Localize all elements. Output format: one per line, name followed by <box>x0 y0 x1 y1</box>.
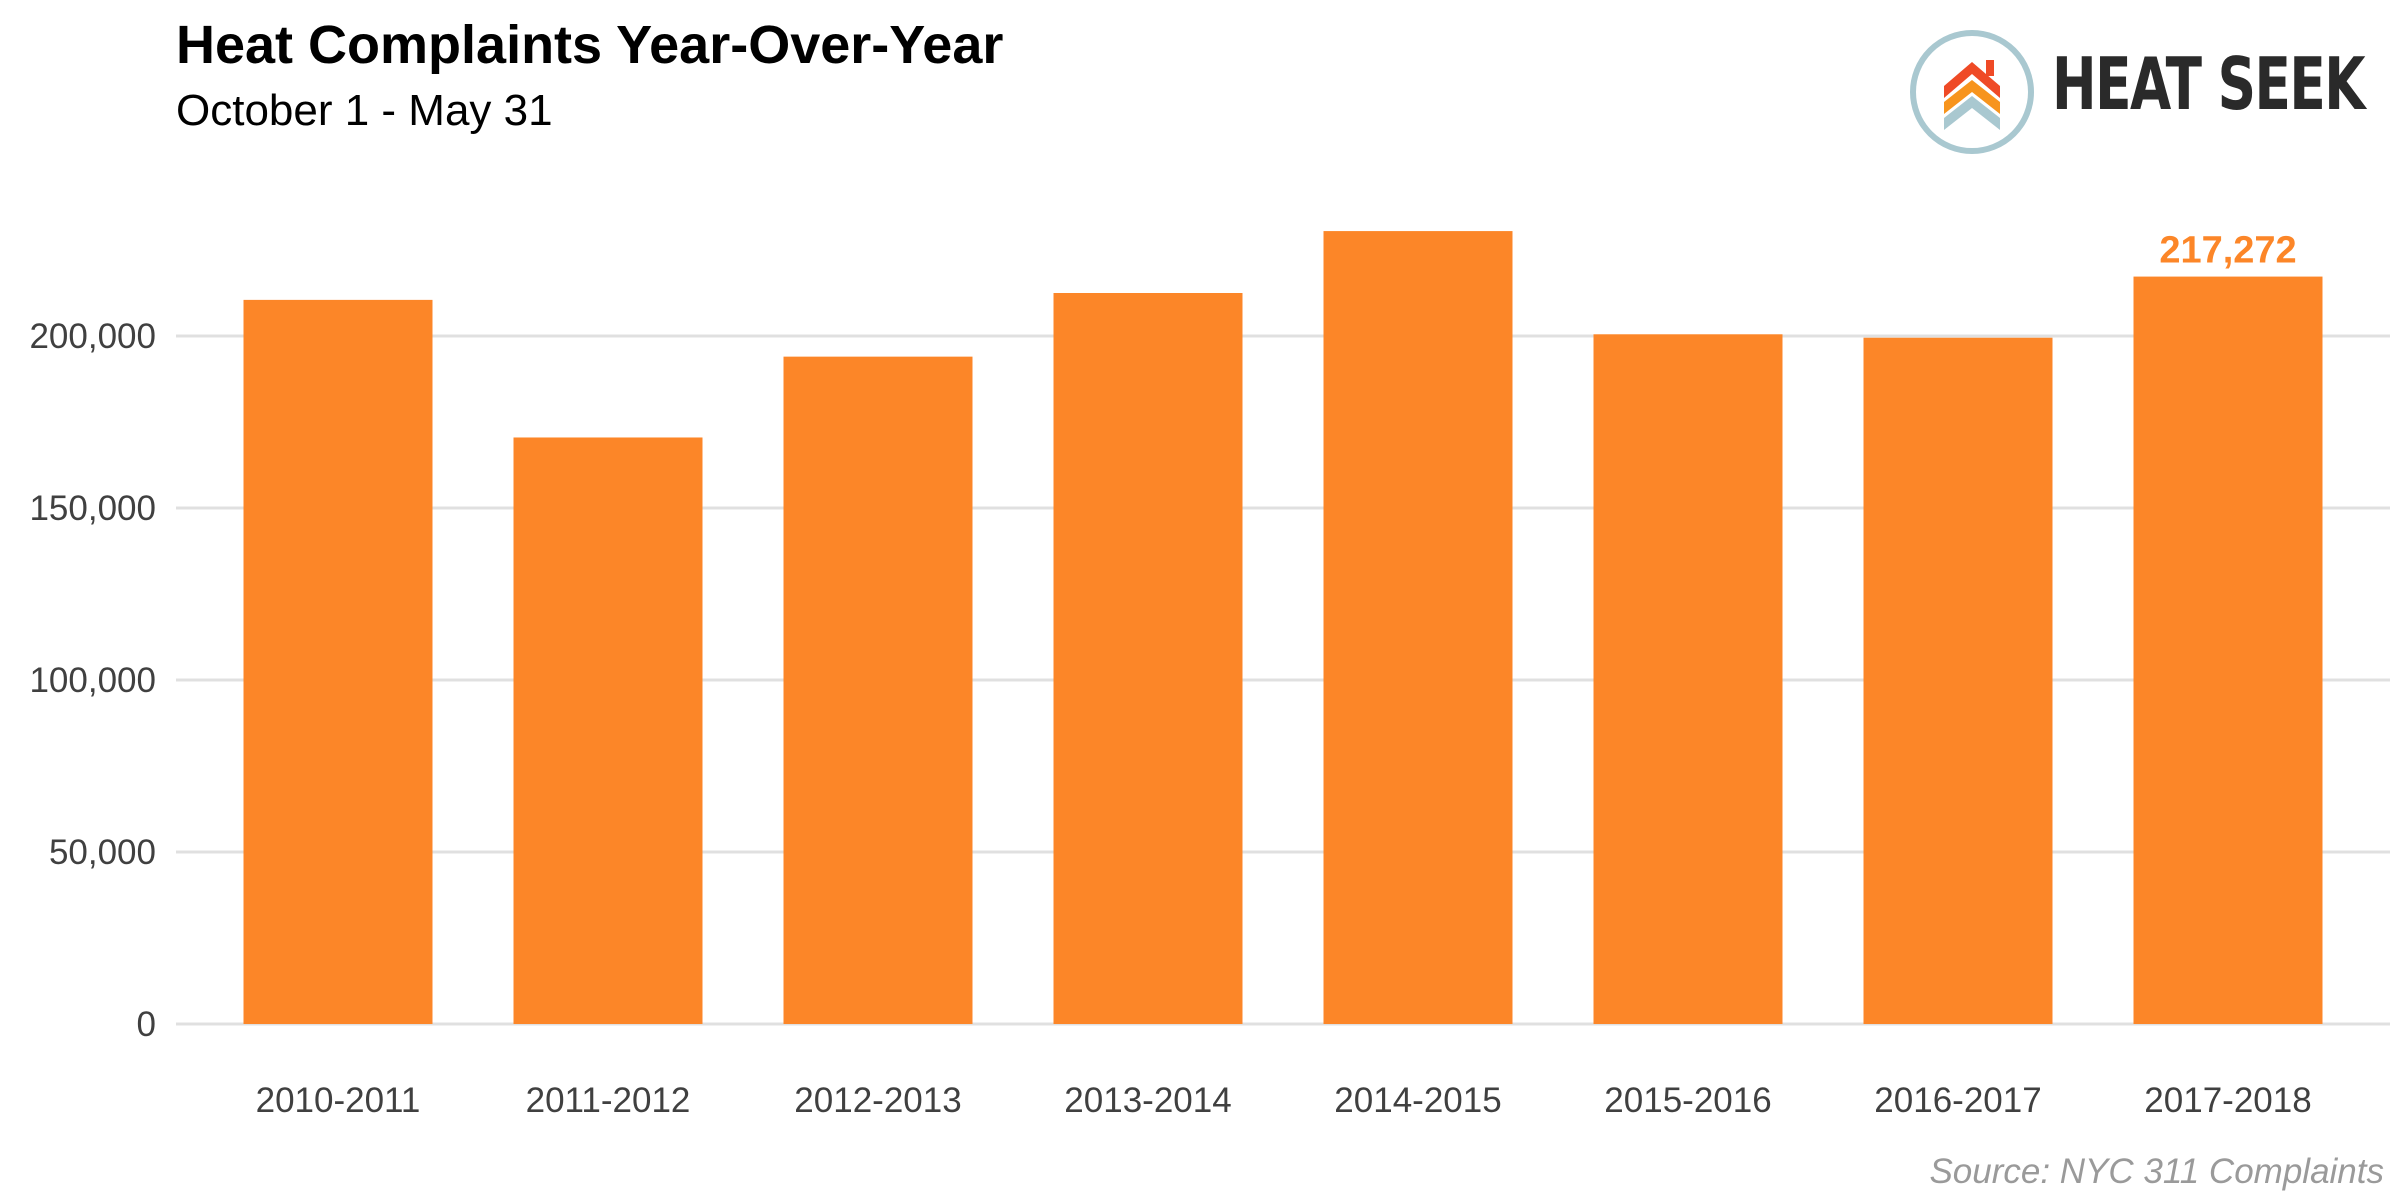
y-tick-label: 100,000 <box>29 661 156 700</box>
chart-subtitle: October 1 - May 31 <box>176 86 553 135</box>
y-tick-label: 200,000 <box>29 317 156 356</box>
x-tick-label: 2017-2018 <box>2144 1081 2311 1120</box>
data-labels: 217,272 <box>2159 230 2296 272</box>
bar-2015-2016 <box>1593 334 1783 1024</box>
bar-2011-2012 <box>513 437 703 1025</box>
x-tick-label: 2013-2014 <box>1064 1081 1231 1120</box>
y-tick-label: 0 <box>137 1005 156 1044</box>
x-tick-label: 2016-2017 <box>1874 1081 2041 1120</box>
x-tick-label: 2012-2013 <box>794 1081 961 1120</box>
y-axis-ticks: 0 50,000 100,000 150,000 200,000 <box>29 317 156 1044</box>
x-tick-label: 2010-2011 <box>256 1081 421 1120</box>
data-label: 217,272 <box>2159 230 2296 272</box>
gridlines <box>176 334 2390 1026</box>
x-tick-label: 2014-2015 <box>1334 1081 1501 1120</box>
logo-ring <box>1910 30 2034 154</box>
y-tick-label: 150,000 <box>29 489 156 528</box>
source-note: Source: NYC 311 Complaints <box>1929 1152 2384 1191</box>
logo-text: HEAT SEEK <box>2052 42 2366 126</box>
x-tick-label: 2011-2012 <box>526 1081 691 1120</box>
x-axis-ticks: 2010-2011 2011-2012 2012-2013 2013-2014 2014… <box>256 1081 2312 1120</box>
bar-2017-2018 <box>2133 276 2323 1024</box>
heat-seek-logo: HEAT SEEK <box>1908 26 2366 166</box>
bar-2010-2011 <box>243 299 433 1024</box>
bar-2012-2013 <box>783 356 973 1024</box>
bar-2016-2017 <box>1863 337 2053 1025</box>
bar-2013-2014 <box>1053 293 1243 1024</box>
x-tick-label: 2015-2016 <box>1604 1081 1771 1120</box>
y-tick-label: 50,000 <box>49 833 156 872</box>
house-chevrons-icon <box>1944 60 2000 130</box>
chart-title: Heat Complaints Year-Over-Year <box>176 15 1004 75</box>
bar-2014-2015 <box>1323 231 1513 1024</box>
bars <box>243 231 2323 1025</box>
